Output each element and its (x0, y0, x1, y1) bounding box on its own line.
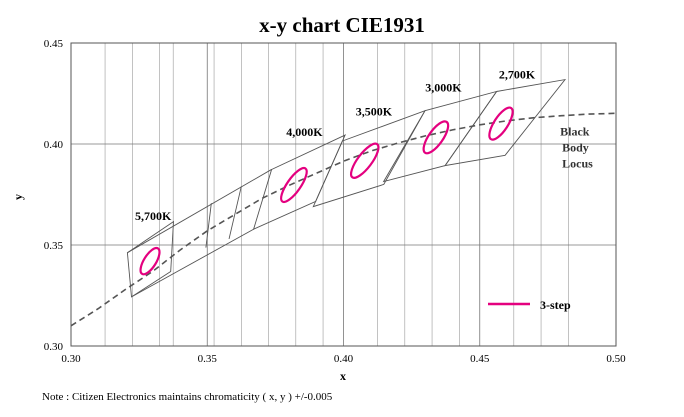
three-step-ellipse (422, 120, 450, 155)
grid (70, 42, 617, 347)
bin-label: 5,700K (135, 209, 172, 223)
bin-quadrangle (444, 78, 567, 167)
bin-edge (127, 169, 272, 254)
x-tick-label: 0.40 (334, 353, 354, 365)
x-tick-label: 0.45 (470, 353, 490, 365)
y-axis-label: y (11, 194, 25, 200)
locus-label-line: Locus (562, 156, 593, 170)
bin-edge (228, 186, 242, 240)
bin-label: 2,700K (499, 67, 536, 81)
y-tick-label: 0.45 (44, 38, 64, 50)
x-tick-label: 0.50 (606, 353, 626, 365)
chart-title: x-y chart CIE1931 (259, 13, 425, 37)
three-step-ellipse (488, 106, 514, 141)
bin-quadrangle (126, 220, 175, 298)
legend-label: 3-step (540, 298, 571, 312)
legend: 3-step (488, 298, 571, 312)
axis-ticks: 0.30 0.35 0.40 0.45 0.50 0.30 0.35 0.40 0.45 (44, 38, 626, 365)
y-tick-label: 0.35 (44, 240, 64, 252)
bin-edge (131, 228, 254, 298)
three-step-ellipse (139, 246, 161, 276)
cct-bins (126, 78, 567, 298)
bin-label: 3,500K (356, 105, 393, 119)
bin-quadrangle (312, 109, 426, 208)
three-step-ellipse (280, 166, 308, 204)
bin-edge (205, 203, 212, 248)
x-axis-label: x (340, 369, 346, 383)
x-tick-label: 0.30 (61, 353, 81, 365)
bin-quadrangle (252, 134, 346, 231)
plot-frame (70, 42, 617, 347)
y-tick-label: 0.30 (44, 341, 64, 353)
chromaticity-note: Note : Citizen Electronics maintains chr… (42, 391, 333, 403)
bin-label: 4,000K (286, 125, 323, 139)
x-tick-label: 0.35 (198, 353, 218, 365)
three-step-ellipse (349, 142, 380, 179)
locus-label-line: Black (560, 124, 590, 138)
three-step-ellipses (139, 106, 514, 276)
bin-label: 3,000K (425, 80, 462, 94)
y-tick-label: 0.40 (44, 139, 64, 151)
locus-label-line: Body (562, 140, 589, 154)
bin-labels: 5,700K 4,000K 3,500K 3,000K 2,700K Black Body L… (135, 67, 593, 222)
